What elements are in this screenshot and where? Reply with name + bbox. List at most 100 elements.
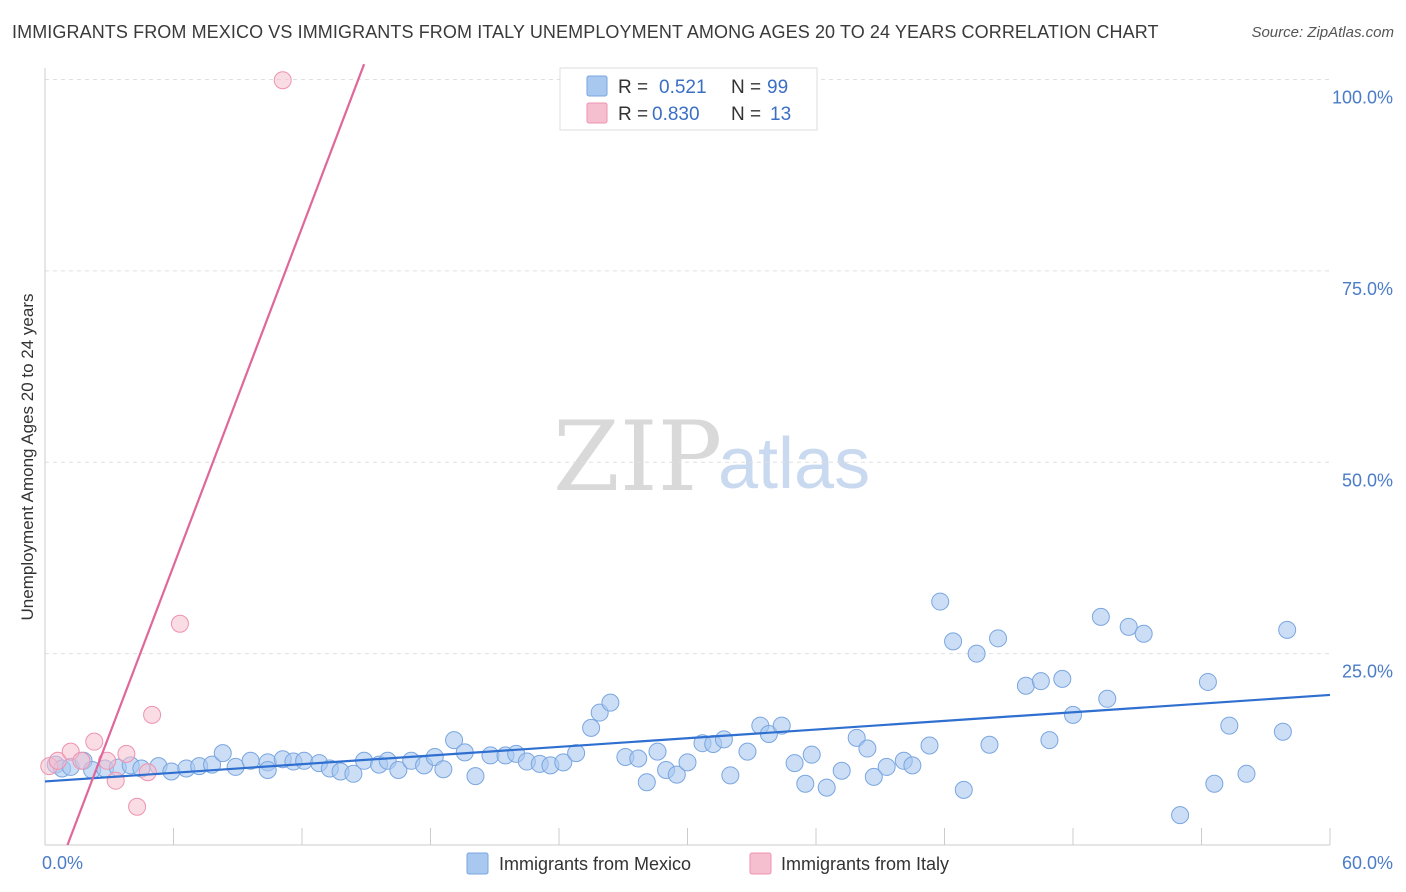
point-mexico [481, 746, 500, 765]
point-italy [117, 744, 136, 763]
point-mexico [667, 765, 686, 784]
point-italy [48, 751, 67, 770]
point-italy [128, 797, 147, 816]
point-mexico [944, 632, 963, 651]
point-italy [143, 705, 162, 724]
x-tick-label-min: 0.0% [42, 853, 83, 873]
watermark-zip: ZIP [553, 401, 722, 513]
point-mexico [920, 736, 939, 755]
point-mexico [389, 760, 408, 779]
point-mexico [295, 751, 314, 770]
point-mexico [802, 745, 821, 764]
point-italy [106, 771, 125, 790]
point-mexico [1091, 607, 1110, 626]
point-mexico [903, 756, 922, 775]
point-mexico [785, 754, 804, 773]
y-tick-label-25: 25.0% [1342, 662, 1393, 682]
source-credit: Source: ZipAtlas.com [1251, 24, 1394, 41]
point-mexico [931, 592, 950, 611]
point-mexico [864, 767, 883, 786]
point-italy [138, 763, 157, 782]
point-mexico [772, 716, 791, 735]
point-mexico [954, 780, 973, 799]
point-mexico [554, 753, 573, 772]
point-mexico [1040, 731, 1059, 750]
chart-title: IMMIGRANTS FROM MEXICO VS IMMIGRANTS FRO… [12, 22, 1159, 42]
point-italy [273, 71, 292, 90]
legend-r-value-italy: 0.830 [652, 104, 700, 125]
point-mexico [466, 767, 485, 786]
watermark-atlas: atlas [718, 424, 870, 504]
point-mexico [858, 739, 877, 758]
point-italy [72, 751, 91, 770]
point-mexico [1220, 716, 1239, 735]
legend-r-label-italy: R = [618, 104, 648, 125]
point-mexico [980, 735, 999, 754]
point-mexico [601, 693, 620, 712]
point-mexico [967, 644, 986, 663]
legend-n-value-mexico: 99 [767, 77, 788, 98]
y-tick-label-100: 100.0% [1332, 88, 1393, 108]
point-mexico [832, 761, 851, 780]
legend-r-label-mexico: R = [618, 77, 648, 98]
bottom-legend-label-italy: Immigrants from Italy [781, 854, 949, 874]
point-mexico [1098, 689, 1117, 708]
point-mexico [434, 760, 453, 779]
point-mexico [344, 764, 363, 783]
point-mexico [796, 774, 815, 793]
point-mexico [714, 730, 733, 749]
point-mexico [1205, 774, 1224, 793]
y-tick-label-50: 50.0% [1342, 470, 1393, 490]
point-mexico [582, 718, 601, 737]
point-mexico [738, 742, 757, 761]
legend-n-label-italy: N = [731, 104, 761, 125]
series-italy-points [40, 71, 292, 816]
point-mexico [1198, 672, 1217, 691]
legend-n-value-italy: 13 [770, 104, 791, 125]
gridlines [45, 79, 1330, 655]
x-axis-tick-labels: 0.0% 60.0% [42, 853, 1393, 873]
point-mexico [445, 731, 464, 750]
point-mexico [648, 742, 667, 761]
point-mexico [678, 753, 697, 772]
point-mexico [213, 744, 232, 763]
bottom-legend: Immigrants from Mexico Immigrants from I… [466, 852, 949, 875]
y-axis-tick-labels: 25.0% 50.0% 75.0% 100.0% [1332, 88, 1393, 682]
trendline-italy [66, 63, 366, 846]
legend-swatch-mexico [586, 75, 608, 97]
legend-r-value-mexico: 0.521 [659, 77, 707, 98]
bottom-legend-label-mexico: Immigrants from Mexico [499, 854, 691, 874]
point-italy [170, 614, 189, 633]
point-mexico [1053, 669, 1072, 688]
point-mexico [1016, 676, 1035, 695]
point-mexico [847, 728, 866, 747]
legend-n-label-mexico: N = [731, 77, 761, 98]
point-mexico [425, 747, 444, 766]
point-mexico [1278, 620, 1297, 639]
point-mexico [989, 629, 1008, 648]
point-mexico [1237, 764, 1256, 783]
point-mexico [637, 773, 656, 792]
x-tick-label-max: 60.0% [1342, 853, 1393, 873]
y-axis-label: Unemployment Among Ages 20 to 24 years [18, 294, 37, 621]
trendlines [44, 63, 1331, 846]
point-mexico [1273, 722, 1292, 741]
point-mexico [258, 760, 277, 779]
point-mexico [817, 778, 836, 797]
x-axis-ticks [173, 828, 1331, 845]
trendline-mexico [44, 693, 1331, 783]
bottom-legend-swatch-italy [749, 852, 772, 875]
series-mexico-points [46, 592, 1297, 825]
point-mexico [1119, 617, 1138, 636]
point-mexico [226, 757, 245, 776]
point-mexico [1031, 672, 1050, 691]
point-mexico [877, 757, 896, 776]
bottom-legend-swatch-mexico [466, 852, 489, 875]
point-mexico [721, 766, 740, 785]
point-mexico [1064, 705, 1082, 724]
point-italy [85, 732, 104, 751]
point-mexico [1134, 624, 1153, 643]
watermark: ZIP atlas [553, 401, 870, 513]
legend: R = 0.521 N = 99 R = 0.830 N = 13 [559, 67, 818, 131]
